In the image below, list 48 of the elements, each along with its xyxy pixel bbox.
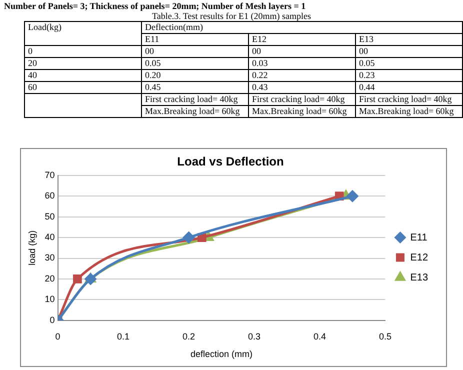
text: 0.43 (248, 82, 356, 94)
chart-title: Load vs Deflection (177, 154, 284, 169)
y-tick-label: 0 (50, 314, 55, 325)
text: 0.22 (248, 70, 356, 82)
y-tick-label: 50 (44, 211, 55, 222)
text: 00 (142, 46, 248, 58)
text: 0.44 (356, 82, 462, 94)
x-tick-label: 0.1 (117, 331, 130, 342)
x-tick-label: 0.3 (248, 331, 261, 342)
text: E11 (142, 34, 248, 46)
text: 0.05 (356, 58, 462, 70)
y-tick-label: 60 (44, 190, 55, 201)
text: 0.45 (142, 82, 248, 94)
x-tick-label: 0.4 (313, 331, 326, 342)
text: Load(kg) (24, 22, 142, 46)
y-axis-title: load (kg) (26, 230, 37, 266)
y-tick-label: 30 (44, 252, 55, 263)
text: 40 (24, 70, 142, 82)
legend-label: E11 (410, 232, 428, 244)
text: Deflection(mm) (142, 22, 462, 34)
x-tick-label: 0.5 (378, 331, 392, 342)
text: Table.3. Test results for E1 (20mm) samples (150, 11, 312, 21)
text: 0.20 (142, 70, 248, 82)
text: Max.Breaking load= 60kg (356, 106, 462, 118)
text: 0.03 (248, 58, 356, 70)
y-tick-label: 10 (44, 294, 55, 304)
text: Max.Breaking load= 60kg (248, 106, 356, 118)
text: 00 (248, 46, 356, 58)
text: 20 (24, 58, 142, 70)
y-tick-label: 70 (44, 170, 55, 180)
y-tick-label: 40 (44, 232, 55, 242)
text: 00 (356, 46, 462, 58)
x-tick-label: 0.2 (182, 331, 196, 342)
y-tick-label: 20 (44, 273, 55, 284)
text: 0.23 (356, 70, 462, 82)
text: 0 (24, 46, 142, 58)
x-axis-title: deflection (mm) (190, 349, 253, 360)
text: E13 (356, 34, 462, 46)
text: Max.Breaking load= 60kg (142, 106, 248, 118)
text: First cracking load= 40kg (248, 94, 356, 106)
text: E12 (248, 34, 356, 46)
text: Number of Panels= 3; Thickness of panels= 20mm; Number of Mesh layers = 1 (4, 1, 307, 11)
text: First cracking load= 40kg (356, 94, 462, 106)
legend-label: E13 (410, 272, 428, 284)
legend-label: E12 (410, 252, 428, 264)
text: 60 (24, 82, 142, 94)
text: First cracking load= 40kg (142, 94, 248, 106)
text: 0.05 (142, 58, 248, 70)
